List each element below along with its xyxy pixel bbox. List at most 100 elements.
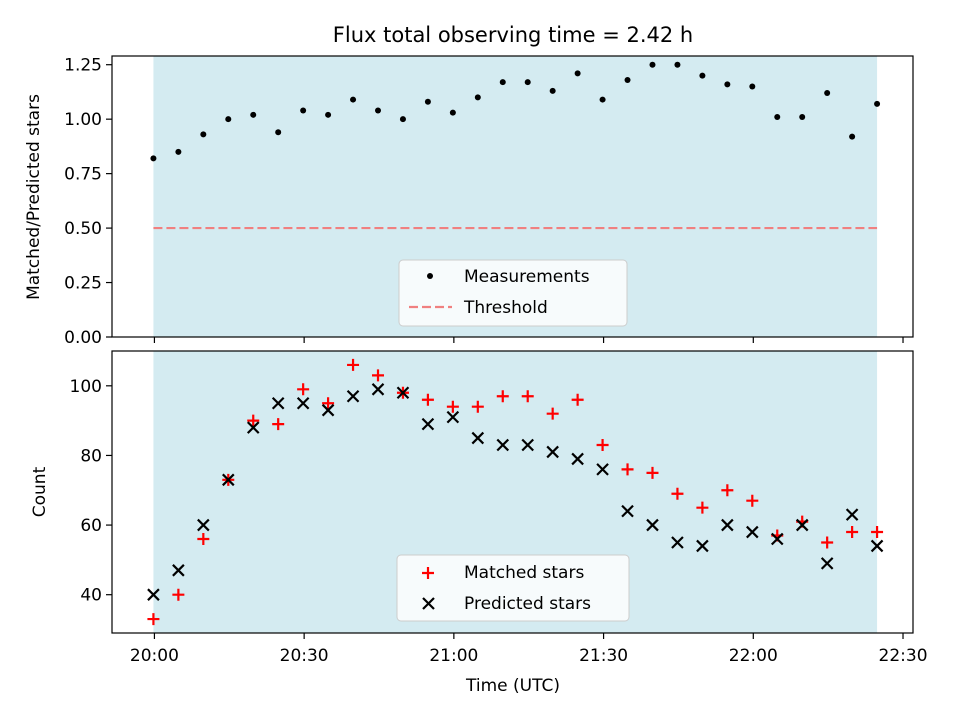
matched-star-point <box>646 466 659 479</box>
matched-star-point <box>446 400 459 413</box>
measurement-point <box>524 79 531 86</box>
bottom-y-axis: 40 60 80 100 <box>70 377 112 606</box>
matched-star-point <box>297 383 310 396</box>
matched-stars-series <box>147 358 884 626</box>
matched-star-point <box>347 358 360 371</box>
x-tick-label: 21:30 <box>579 646 628 666</box>
measurement-point <box>350 96 357 103</box>
matched-legend-marker <box>422 567 434 579</box>
measurement-point <box>325 111 332 118</box>
top-legend-box <box>398 259 628 327</box>
threshold-legend-label: Threshold <box>463 298 548 318</box>
top-legend: Measurements Threshold <box>398 259 628 327</box>
y-tick-label: 0.25 <box>64 274 102 294</box>
predicted-star-point <box>172 564 185 577</box>
predicted-stars-series <box>147 383 884 601</box>
measurement-point <box>599 96 606 103</box>
predicted-star-point <box>546 445 559 459</box>
predicted-star-point <box>820 557 834 570</box>
measurement-point <box>849 133 856 140</box>
matched-star-point <box>372 369 385 382</box>
bottom-legend-box <box>396 554 630 622</box>
matched-star-point <box>546 407 559 420</box>
matched-star-point <box>871 526 884 539</box>
predicted-star-point <box>795 518 809 532</box>
predicted-star-point <box>870 539 884 553</box>
measurement-point <box>150 155 157 162</box>
top-measurements <box>150 61 881 162</box>
x-axis-label: Time (UTC) <box>465 676 560 696</box>
predicted-star-point <box>421 417 435 431</box>
measurement-point <box>474 94 481 101</box>
predicted-star-point <box>770 532 784 546</box>
predicted-star-point <box>147 588 160 601</box>
matched-star-point <box>596 439 609 451</box>
measurement-point <box>549 87 556 94</box>
measurement-point <box>749 83 756 90</box>
measurement-point <box>225 116 232 123</box>
matched-star-point <box>621 463 634 476</box>
predicted-star-point <box>621 504 634 518</box>
y-tick-label: 0.50 <box>64 219 102 239</box>
predicted-star-point <box>371 383 385 396</box>
y-tick-label: 1.00 <box>64 110 102 130</box>
matched-star-point <box>247 414 260 427</box>
predicted-star-point <box>296 396 310 410</box>
matched-star-point <box>197 533 210 545</box>
measurement-point <box>449 109 456 116</box>
predicted-star-point <box>246 421 260 434</box>
top-x-ticks <box>153 337 904 343</box>
measurements-legend-marker <box>427 273 433 279</box>
measurement-point <box>175 148 182 155</box>
y-tick-label: 60 <box>80 516 102 536</box>
predicted-star-point <box>271 396 285 410</box>
predicted-star-point <box>321 403 335 417</box>
measurement-point <box>724 81 731 88</box>
predicted-star-point <box>396 386 410 400</box>
matched-star-point <box>172 588 185 601</box>
matched-star-point <box>272 418 285 431</box>
bottom-panel: 40 60 80 100 20:00 20:30 21:00 21:30 22:00 22:30… <box>30 350 928 696</box>
chart-title: Flux total observing time = 2.42 h <box>333 23 693 47</box>
measurement-point <box>300 107 307 114</box>
measurement-point <box>824 90 831 97</box>
measurement-point <box>799 113 806 120</box>
predicted-star-point <box>646 518 659 532</box>
y-tick-label: 80 <box>80 446 102 466</box>
predicted-star-point <box>671 536 684 549</box>
measurement-point <box>250 111 257 118</box>
predicted-star-point <box>721 518 734 532</box>
predicted-star-point <box>596 463 609 476</box>
predicted-legend-marker <box>422 597 435 610</box>
measurement-point <box>774 113 781 120</box>
y-tick-label: 0.00 <box>64 328 102 348</box>
y-tick-label: 0.75 <box>64 165 102 185</box>
x-tick-label: 21:00 <box>429 646 478 666</box>
matched-star-point <box>721 484 734 497</box>
top-y-axis: 0.00 0.25 0.50 0.75 1.00 1.25 <box>64 56 112 348</box>
x-tick-label: 20:30 <box>280 646 329 666</box>
matched-star-point <box>571 393 584 406</box>
measurement-point <box>399 116 406 123</box>
measurement-point <box>574 70 581 77</box>
y-tick-label: 1.25 <box>64 56 102 76</box>
matched-star-point <box>821 536 834 549</box>
predicted-star-point <box>696 539 709 553</box>
predicted-legend-label: Predicted stars <box>464 594 591 614</box>
matched-star-point <box>471 400 484 413</box>
measurement-point <box>499 79 506 86</box>
matched-star-point <box>421 393 434 406</box>
bottom-plot-frame <box>111 350 914 634</box>
measurement-point <box>200 131 207 138</box>
predicted-star-point <box>845 508 859 521</box>
predicted-star-point <box>496 438 510 452</box>
predicted-star-point <box>197 518 210 532</box>
top-panel: 0.00 0.25 0.50 0.75 1.00 1.25 Matched/Predict… <box>24 55 914 348</box>
predicted-star-point <box>571 452 584 466</box>
predicted-star-point <box>471 431 485 445</box>
measurement-point <box>375 107 382 114</box>
matched-star-point <box>696 501 709 514</box>
matched-star-point <box>322 397 335 410</box>
matched-legend-label: Matched stars <box>464 563 584 583</box>
